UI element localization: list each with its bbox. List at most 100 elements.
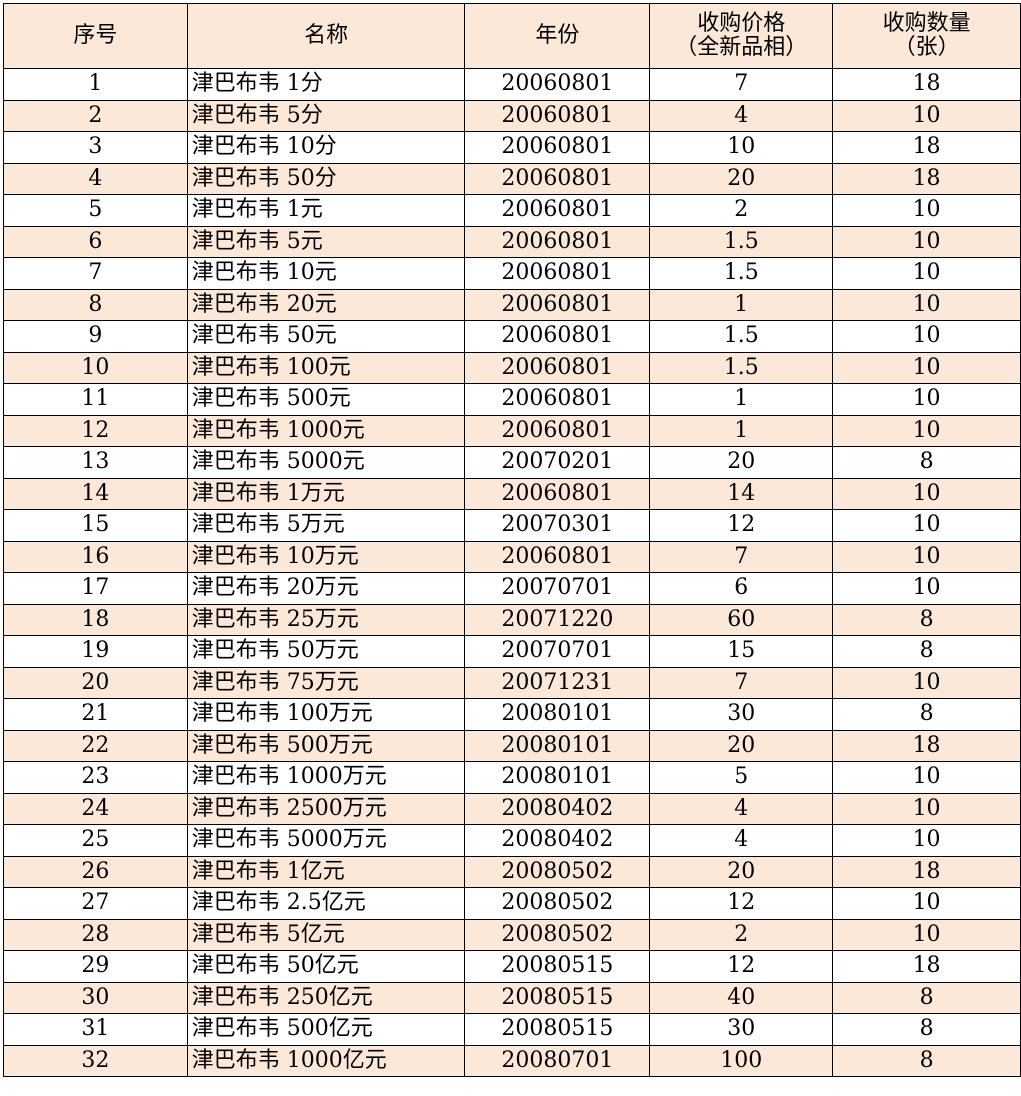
cell-qty: 18 xyxy=(832,68,1021,101)
cell-year: 20060801 xyxy=(464,383,651,416)
cell-price: 7 xyxy=(649,540,834,573)
cell-no: 2 xyxy=(3,99,188,132)
cell-qty: 10 xyxy=(832,99,1021,132)
cell-qty: 8 xyxy=(832,603,1021,636)
cell-no: 20 xyxy=(3,666,188,699)
cell-price: 1.5 xyxy=(649,320,834,353)
cell-name: 津巴布韦 5000万元 xyxy=(186,824,466,857)
cell-name: 津巴布韦 10元 xyxy=(186,257,466,290)
cell-qty: 10 xyxy=(832,288,1021,321)
table-row: 32 津巴布韦 1000亿元 20080701 100 8 xyxy=(3,1044,1021,1077)
cell-qty: 10 xyxy=(832,572,1021,605)
cell-name: 津巴布韦 2.5亿元 xyxy=(186,887,466,920)
cell-year: 20060801 xyxy=(464,477,651,510)
cell-price: 2 xyxy=(649,918,834,951)
cell-year: 20070301 xyxy=(464,509,651,542)
cell-name: 津巴布韦 1分 xyxy=(186,68,466,101)
cell-price: 5 xyxy=(649,761,834,794)
table-row: 1 津巴布韦 1分 20060801 7 18 xyxy=(3,68,1021,101)
table-row: 25 津巴布韦 5000万元 20080402 4 10 xyxy=(3,824,1021,857)
table-row: 29 津巴布韦 50亿元 20080515 12 18 xyxy=(3,950,1021,983)
cell-name: 津巴布韦 250亿元 xyxy=(186,981,466,1014)
cell-no: 23 xyxy=(3,761,188,794)
cell-no: 30 xyxy=(3,981,188,1014)
table-row: 4 津巴布韦 50分 20060801 20 18 xyxy=(3,162,1021,195)
cell-year: 20070701 xyxy=(464,572,651,605)
cell-year: 20080515 xyxy=(464,981,651,1014)
cell-name: 津巴布韦 5分 xyxy=(186,99,466,132)
cell-no: 5 xyxy=(3,194,188,227)
cell-name: 津巴布韦 1万元 xyxy=(186,477,466,510)
table-row: 28 津巴布韦 5亿元 20080502 2 10 xyxy=(3,918,1021,951)
cell-year: 20080402 xyxy=(464,824,651,857)
cell-qty: 18 xyxy=(832,855,1021,888)
cell-name: 津巴布韦 500元 xyxy=(186,383,466,416)
cell-name: 津巴布韦 100万元 xyxy=(186,698,466,731)
table-row: 8 津巴布韦 20元 20060801 1 10 xyxy=(3,288,1021,321)
cell-name: 津巴布韦 10分 xyxy=(186,131,466,164)
cell-qty: 8 xyxy=(832,1044,1021,1077)
cell-price: 4 xyxy=(649,792,834,825)
table-row: 9 津巴布韦 50元 20060801 1.5 10 xyxy=(3,320,1021,353)
cell-qty: 10 xyxy=(832,918,1021,951)
table-row: 3 津巴布韦 10分 20060801 10 18 xyxy=(3,131,1021,164)
cell-year: 20071231 xyxy=(464,666,651,699)
cell-no: 8 xyxy=(3,288,188,321)
table-row: 31 津巴布韦 500亿元 20080515 30 8 xyxy=(3,1013,1021,1046)
table-row: 13 津巴布韦 5000元 20070201 20 8 xyxy=(3,446,1021,479)
table-row: 30 津巴布韦 250亿元 20080515 40 8 xyxy=(3,981,1021,1014)
header-name: 名称 xyxy=(186,3,466,69)
cell-price: 12 xyxy=(649,950,834,983)
cell-year: 20060801 xyxy=(464,99,651,132)
cell-no: 19 xyxy=(3,635,188,668)
cell-no: 21 xyxy=(3,698,188,731)
cell-no: 10 xyxy=(3,351,188,384)
cell-qty: 8 xyxy=(832,698,1021,731)
cell-year: 20060801 xyxy=(464,288,651,321)
cell-year: 20080701 xyxy=(464,1044,651,1077)
table-row: 23 津巴布韦 1000万元 20080101 5 10 xyxy=(3,761,1021,794)
table-row: 6 津巴布韦 5元 20060801 1.5 10 xyxy=(3,225,1021,258)
cell-year: 20060801 xyxy=(464,351,651,384)
cell-year: 20060801 xyxy=(464,131,651,164)
cell-year: 20080502 xyxy=(464,918,651,951)
table-row: 11 津巴布韦 500元 20060801 1 10 xyxy=(3,383,1021,416)
cell-no: 27 xyxy=(3,887,188,920)
cell-price: 7 xyxy=(649,68,834,101)
cell-qty: 10 xyxy=(832,351,1021,384)
cell-qty: 10 xyxy=(832,887,1021,920)
cell-name: 津巴布韦 100元 xyxy=(186,351,466,384)
cell-price: 1 xyxy=(649,414,834,447)
cell-no: 13 xyxy=(3,446,188,479)
cell-qty: 10 xyxy=(832,225,1021,258)
header-price-line2: （全新品相） xyxy=(675,35,808,60)
cell-qty: 10 xyxy=(832,509,1021,542)
table-row: 2 津巴布韦 5分 20060801 4 10 xyxy=(3,99,1021,132)
cell-name: 津巴布韦 20元 xyxy=(186,288,466,321)
cell-qty: 8 xyxy=(832,981,1021,1014)
cell-qty: 10 xyxy=(832,383,1021,416)
cell-no: 25 xyxy=(3,824,188,857)
table-row: 26 津巴布韦 1亿元 20080502 20 18 xyxy=(3,855,1021,888)
header-no: 序号 xyxy=(3,3,188,69)
cell-no: 1 xyxy=(3,68,188,101)
cell-price: 60 xyxy=(649,603,834,636)
cell-qty: 18 xyxy=(832,131,1021,164)
cell-qty: 10 xyxy=(832,761,1021,794)
cell-price: 1.5 xyxy=(649,257,834,290)
cell-price: 20 xyxy=(649,162,834,195)
cell-name: 津巴布韦 10万元 xyxy=(186,540,466,573)
cell-name: 津巴布韦 1亿元 xyxy=(186,855,466,888)
header-qty-line1: 收购数量 xyxy=(882,10,971,36)
cell-price: 30 xyxy=(649,1013,834,1046)
cell-qty: 10 xyxy=(832,414,1021,447)
cell-name: 津巴布韦 1000万元 xyxy=(186,761,466,794)
cell-price: 20 xyxy=(649,729,834,762)
cell-price: 6 xyxy=(649,572,834,605)
cell-price: 7 xyxy=(649,666,834,699)
purchase-table: 序号 名称 年份 收购价格 （全新品相） 收购数量 （张） 1 津巴布韦 1分 2006… xyxy=(3,3,1021,1077)
cell-no: 9 xyxy=(3,320,188,353)
cell-no: 18 xyxy=(3,603,188,636)
cell-year: 20060801 xyxy=(464,320,651,353)
cell-name: 津巴布韦 5000元 xyxy=(186,446,466,479)
